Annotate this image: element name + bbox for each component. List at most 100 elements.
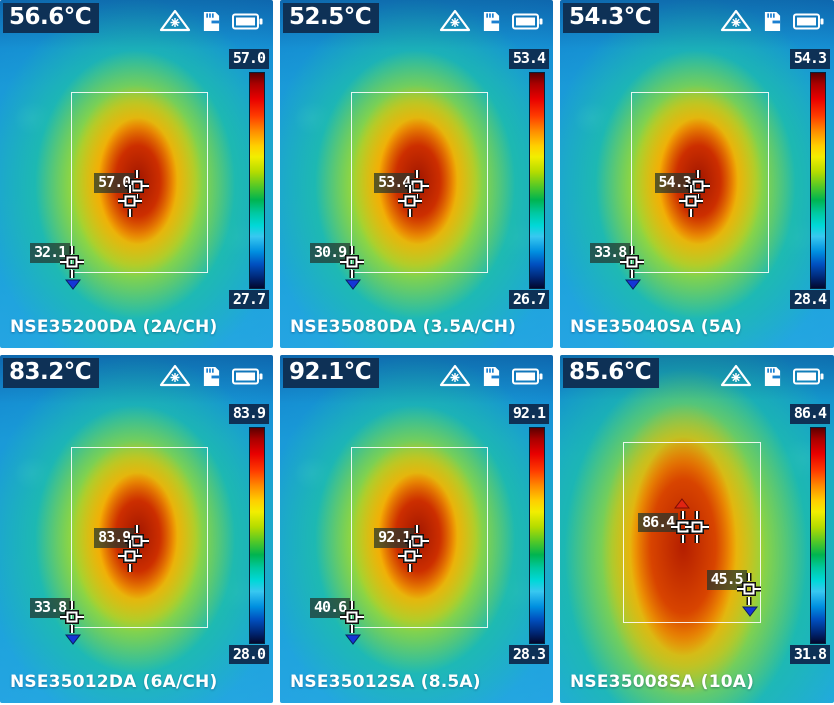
scale-max-label: 92.1: [508, 404, 549, 425]
model-label: NSE35012SA (8.5A): [290, 672, 481, 692]
cold-arrow-icon: [345, 634, 361, 645]
measurement-area-box: [350, 92, 489, 274]
crosshair-icon: [339, 600, 365, 634]
max-temp-readout: 85.6°C: [563, 358, 660, 389]
hot-spot-temp: 57.0: [94, 173, 135, 193]
hot-spot-marker: 83.9: [94, 527, 204, 591]
temperature-colorbar: [249, 426, 265, 644]
hot-spot-marker: 54.3: [654, 172, 765, 236]
sd-card-icon: [482, 11, 501, 32]
cold-spot-marker: 45.5: [706, 569, 797, 629]
cold-arrow-icon: [742, 606, 758, 617]
cold-spot-temp: 40.6: [310, 597, 351, 618]
cold-spot-marker: 32.1: [30, 242, 120, 302]
cold-spot-marker: 40.6: [310, 597, 400, 657]
crosshair-icon: [117, 184, 143, 218]
crosshair-icon: [339, 245, 365, 279]
cold-spot-marker: 33.8: [590, 242, 680, 302]
model-label: NSE35008SA (10A): [570, 672, 755, 692]
model-label: NSE35200DA (2A/CH): [10, 317, 218, 337]
cold-spot-temp: 32.1: [30, 242, 71, 263]
status-icons: [159, 9, 263, 33]
cold-arrow-icon: [65, 279, 81, 290]
max-temp-readout: 56.6°C: [3, 3, 100, 34]
measurement-area-box: [70, 92, 209, 274]
scale-max-label: 57.0: [228, 49, 269, 70]
status-icons: [720, 9, 824, 33]
crosshair-icon: [678, 184, 704, 218]
hot-spot-temp: 86.4: [638, 512, 679, 533]
model-label: NSE35080DA (3.5A/CH): [290, 317, 517, 337]
crosshair-icon: [619, 245, 645, 279]
battery-icon: [793, 368, 824, 385]
scale-min-label: 31.8: [789, 644, 830, 665]
temperature-colorbar: [810, 426, 826, 644]
crosshair-icon: [684, 510, 710, 544]
model-label: NSE35012DA (6A/CH): [10, 672, 218, 692]
hot-spot-temp: 54.3: [654, 173, 695, 193]
sd-card-icon: [202, 366, 221, 387]
sd-card-icon: [482, 366, 501, 387]
thermal-panel-2: 52.5°C 53.4 26.7 53.4 30.9 NSE35080DA (3…: [280, 0, 553, 348]
scale-min-label: 27.7: [228, 289, 269, 310]
measurement-area-box: [631, 92, 769, 274]
status-icons: [720, 364, 824, 388]
hot-spot-marker: 86.4: [638, 512, 748, 576]
measurement-area-box: [623, 442, 761, 624]
laser-warning-icon: [439, 364, 471, 388]
cold-spot-temp: 30.9: [310, 242, 351, 263]
status-icons: [439, 9, 543, 33]
sd-card-icon: [202, 11, 221, 32]
battery-icon: [232, 368, 263, 385]
temperature-colorbar: [529, 426, 545, 644]
cold-arrow-icon: [65, 634, 81, 645]
status-icons: [439, 364, 543, 388]
temperature-colorbar: [249, 71, 265, 289]
max-temp-readout: 83.2°C: [3, 358, 100, 389]
scale-max-label: 54.3: [789, 49, 830, 70]
cold-spot-temp: 33.8: [30, 597, 71, 618]
battery-icon: [512, 13, 543, 30]
scale-min-label: 28.4: [789, 289, 830, 310]
model-label: NSE35040SA (5A): [570, 317, 743, 337]
thermal-panel-1: 56.6°C 57.0 27.7 57.0 32.1 NSE35200DA (2…: [0, 0, 273, 348]
laser-warning-icon: [159, 9, 191, 33]
thermal-panel-3: 54.3°C 54.3 28.4 54.3 33.8 NSE35040SA (5…: [560, 0, 834, 348]
hot-spot-temp: 83.9: [94, 528, 135, 548]
cold-spot-marker: 33.8: [30, 597, 120, 657]
cold-arrow-icon: [345, 279, 361, 290]
laser-warning-icon: [159, 364, 191, 388]
scale-max-label: 53.4: [508, 49, 549, 70]
measurement-area-box: [350, 447, 489, 629]
laser-warning-icon: [439, 9, 471, 33]
cold-spot-temp: 33.8: [590, 242, 631, 263]
hot-spot-marker: 53.4: [374, 172, 484, 236]
measurement-area-box: [70, 447, 209, 629]
thermal-panel-5: 92.1°C 92.1 28.3 92.1 40.6 NSE35012SA (8…: [280, 355, 553, 703]
temperature-colorbar: [529, 71, 545, 289]
thermal-panel-6: 85.6°C 86.4 31.8 86.4 45.5 NSE35008SA (1…: [560, 355, 834, 703]
hot-spot-temp: 92.1: [374, 528, 415, 548]
cold-arrow-icon: [625, 279, 641, 290]
thermal-panel-4: 83.2°C 83.9 28.0 83.9 33.8 NSE35012DA (6…: [0, 355, 273, 703]
laser-warning-icon: [720, 364, 752, 388]
scale-min-label: 28.3: [508, 644, 549, 665]
temperature-colorbar: [810, 71, 826, 289]
max-temp-readout: 52.5°C: [283, 3, 380, 34]
crosshair-icon: [117, 539, 143, 573]
battery-icon: [793, 13, 824, 30]
cold-spot-marker: 30.9: [310, 242, 400, 302]
scale-min-label: 28.0: [228, 644, 269, 665]
status-icons: [159, 364, 263, 388]
cold-spot-temp: 45.5: [706, 570, 747, 590]
scale-min-label: 26.7: [508, 289, 549, 310]
hot-spot-marker: 92.1: [374, 527, 484, 591]
scale-max-label: 83.9: [228, 404, 269, 425]
battery-icon: [232, 13, 263, 30]
crosshair-icon: [397, 184, 423, 218]
sd-card-icon: [763, 11, 782, 32]
hot-arrow-icon: [674, 498, 690, 509]
laser-warning-icon: [720, 9, 752, 33]
sd-card-icon: [763, 366, 782, 387]
